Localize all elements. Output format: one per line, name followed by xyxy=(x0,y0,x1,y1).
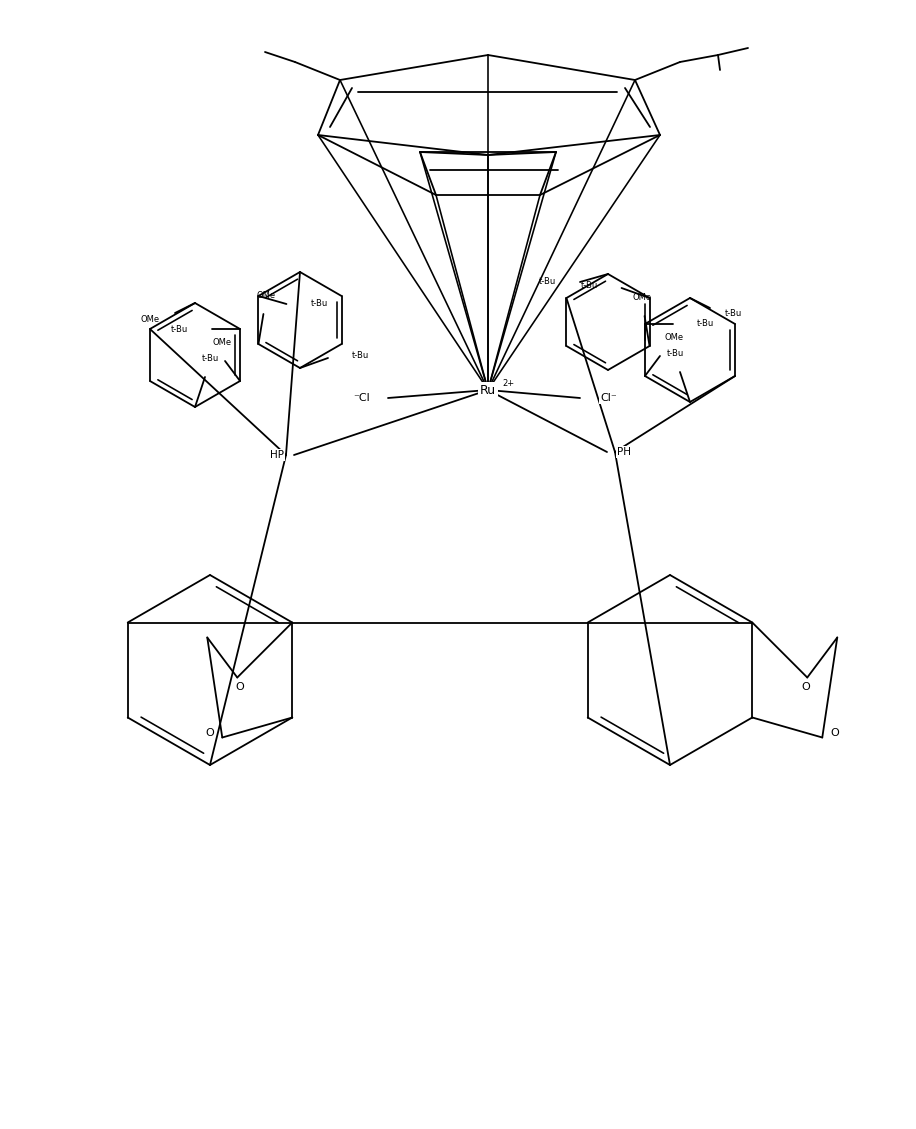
Text: HP: HP xyxy=(270,450,284,460)
Text: t-Bu: t-Bu xyxy=(666,349,683,358)
Text: t-Bu: t-Bu xyxy=(352,351,369,360)
Text: t-Bu: t-Bu xyxy=(311,299,328,308)
Text: O: O xyxy=(205,728,214,738)
Text: OMe: OMe xyxy=(213,338,232,347)
Text: OMe: OMe xyxy=(256,291,276,300)
Text: O: O xyxy=(234,682,244,691)
Text: Cl⁻: Cl⁻ xyxy=(600,393,616,403)
Text: PH: PH xyxy=(617,447,631,457)
Text: ⁻Cl: ⁻Cl xyxy=(354,393,370,403)
Text: OMe: OMe xyxy=(665,333,684,342)
Text: Ru: Ru xyxy=(480,384,496,396)
Text: t-Bu: t-Bu xyxy=(539,278,556,287)
Text: t-Bu: t-Bu xyxy=(202,355,219,364)
Text: 2+: 2+ xyxy=(502,378,514,387)
Text: OMe: OMe xyxy=(141,315,160,324)
Text: t-Bu: t-Bu xyxy=(697,320,714,329)
Text: t-Bu: t-Bu xyxy=(725,309,742,318)
Text: t-Bu: t-Bu xyxy=(581,281,597,290)
Text: t-Bu: t-Bu xyxy=(170,324,188,333)
Text: O: O xyxy=(830,728,839,738)
Text: O: O xyxy=(801,682,810,691)
Text: OMe: OMe xyxy=(632,294,651,301)
